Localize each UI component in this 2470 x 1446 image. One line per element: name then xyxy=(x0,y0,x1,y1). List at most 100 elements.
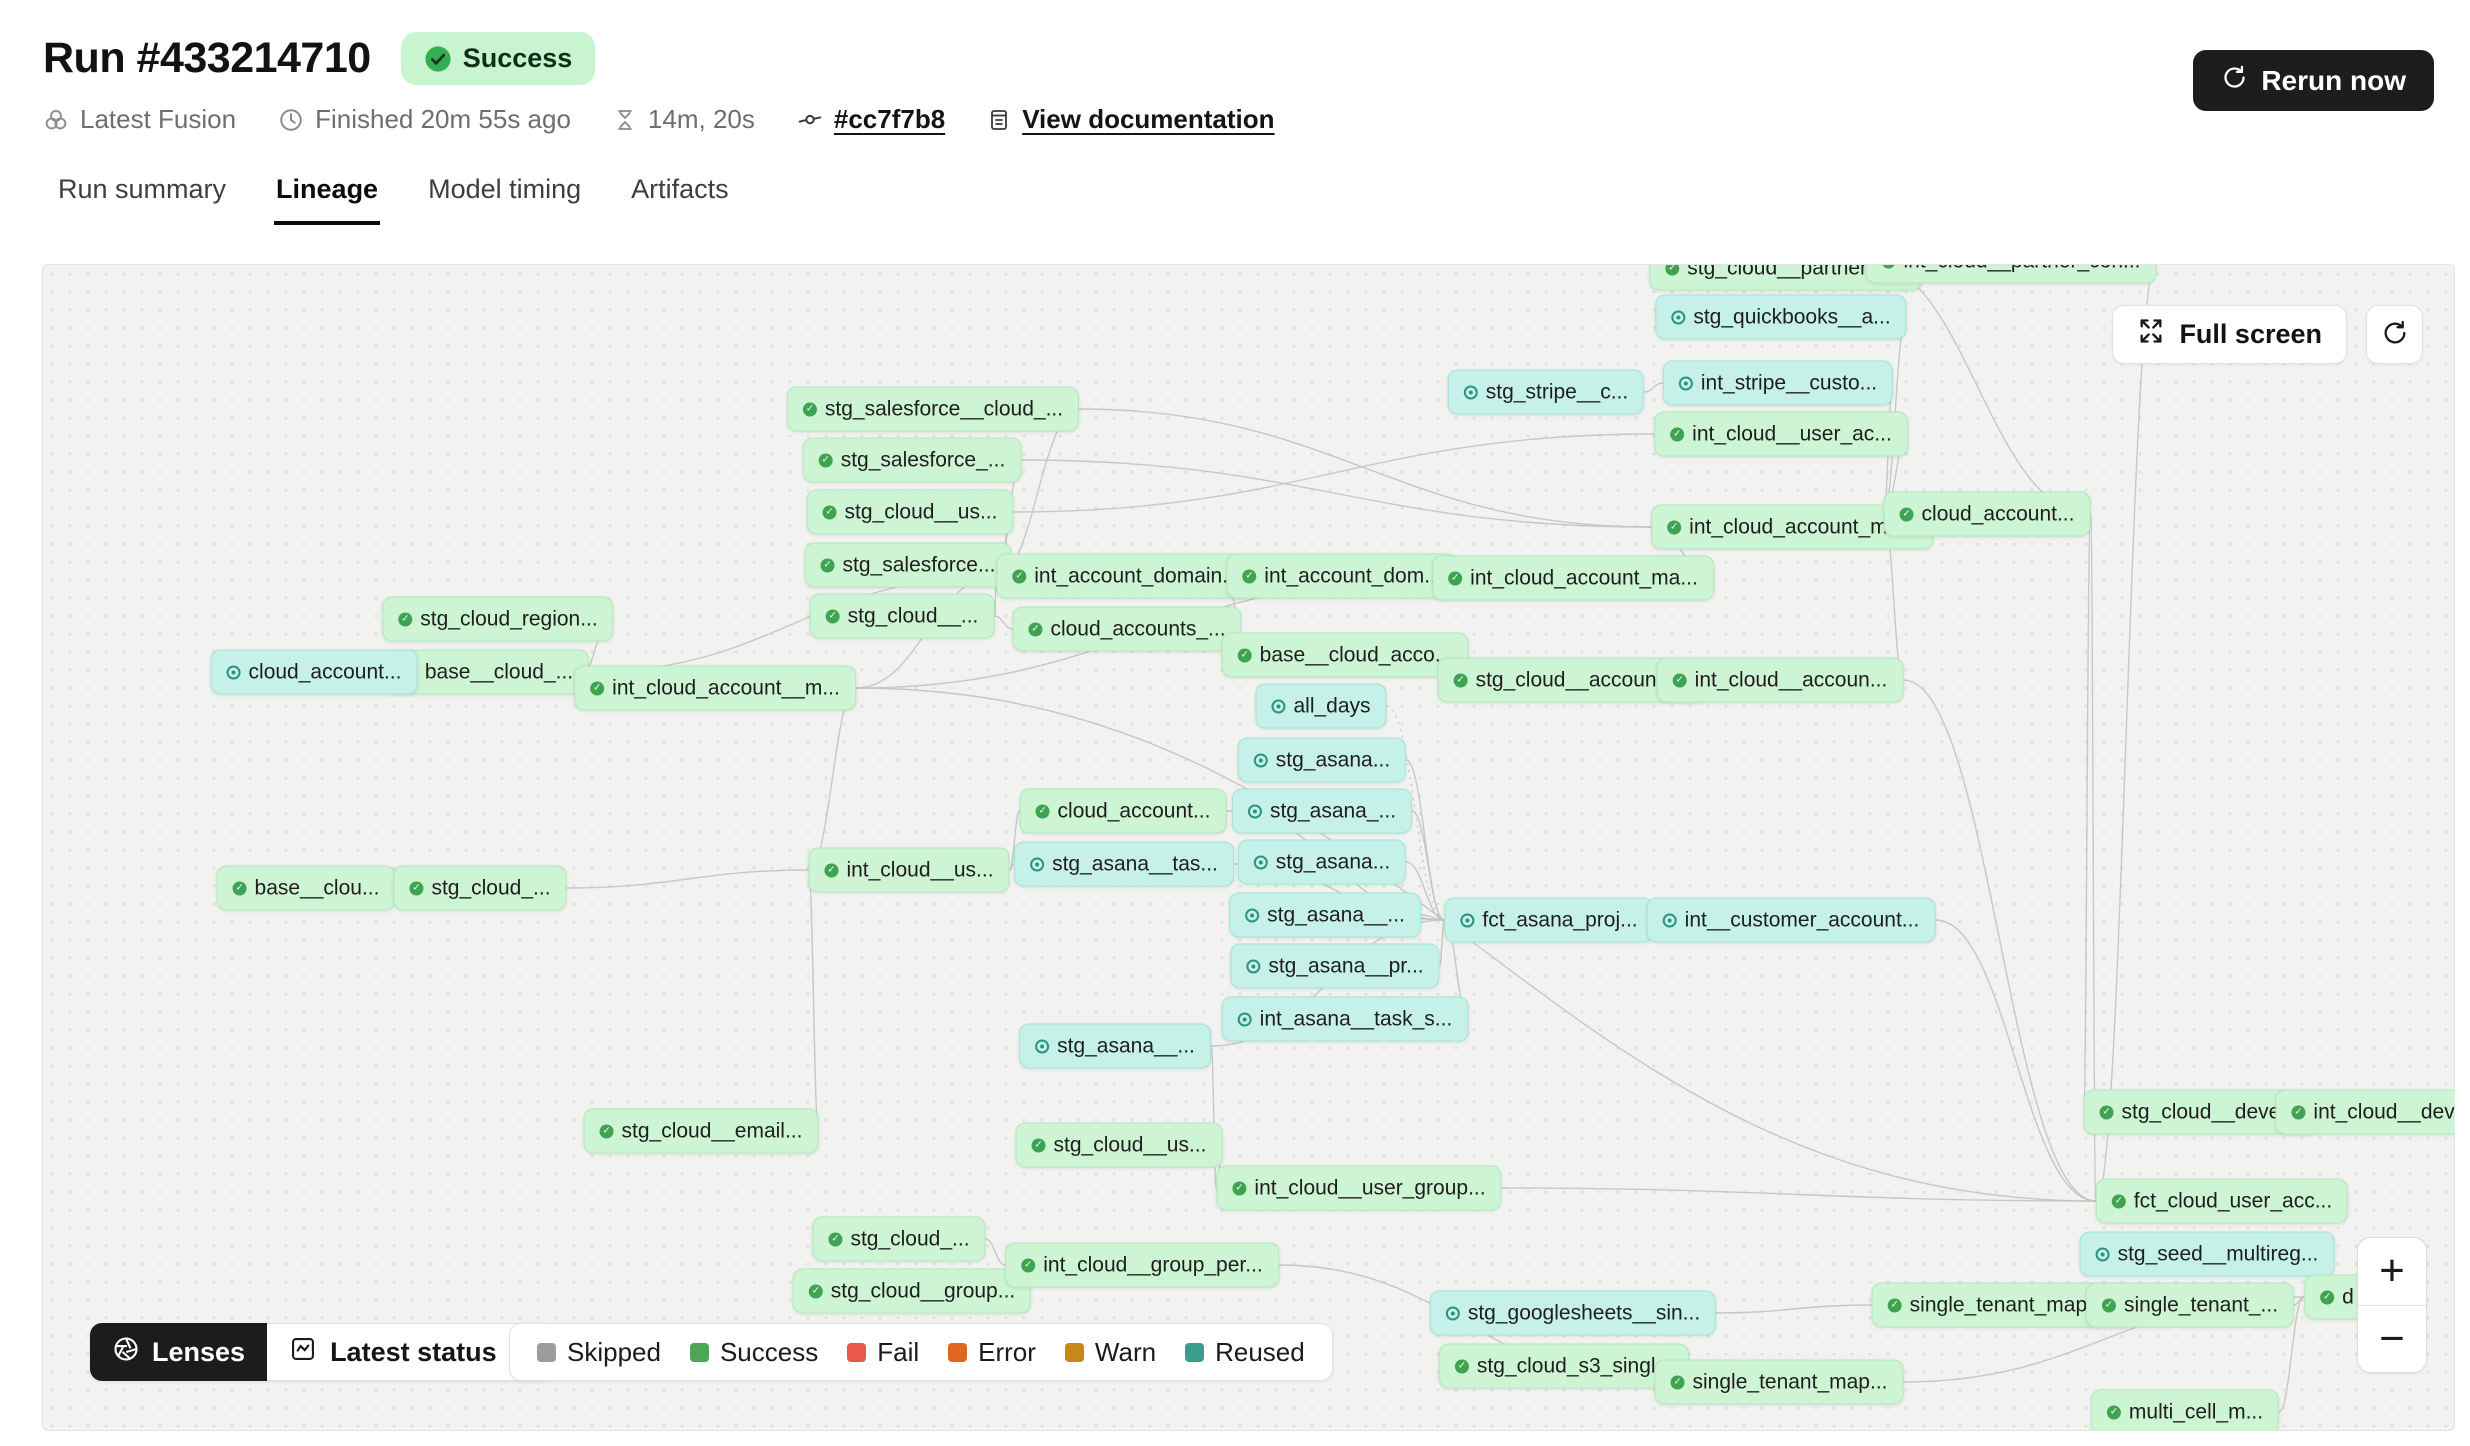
reused-status-icon xyxy=(1035,1039,1050,1053)
lenses-label: Lenses xyxy=(152,1336,246,1367)
graph-node[interactable]: fct_asana_proj... xyxy=(1444,897,1654,943)
graph-node[interactable]: base__cloud_acco... xyxy=(1221,632,1469,678)
lineage-graph[interactable]: stg_salesforce__cloud_... stg_salesforce_… xyxy=(42,264,2455,1431)
graph-node[interactable]: stg_asana_... xyxy=(1231,788,1413,834)
graph-node[interactable]: stg_asana... xyxy=(1237,839,1407,885)
success-status-icon xyxy=(824,863,839,877)
graph-node[interactable]: base__clou... xyxy=(216,865,396,911)
graph-node[interactable]: stg_cloud_s3_singl... xyxy=(1438,1343,1690,1389)
success-status-icon xyxy=(808,1284,823,1298)
graph-node[interactable]: int_cloud__devel... xyxy=(2275,1089,2454,1135)
rerun-now-button[interactable]: Rerun now xyxy=(2193,50,2434,111)
lineage-edge xyxy=(1438,919,1446,967)
graph-node[interactable]: int_account_dom... xyxy=(1226,553,1458,599)
graph-node[interactable]: int_cloud__us... xyxy=(808,847,1010,893)
graph-node[interactable]: stg_cloud_region... xyxy=(382,596,614,642)
graph-node[interactable]: single_tenant_map... xyxy=(1654,1359,1904,1405)
lenses-button[interactable]: Lenses xyxy=(90,1323,268,1381)
legend-label: Reused xyxy=(1215,1336,1305,1367)
graph-node[interactable]: int_asana__task_s... xyxy=(1221,996,1469,1042)
graph-node[interactable]: stg_asana__... xyxy=(1229,892,1421,938)
graph-node[interactable]: base__cloud_... xyxy=(386,649,590,695)
graph-node[interactable]: int_cloud__user_group... xyxy=(1216,1165,1502,1211)
zoom-out-button[interactable]: − xyxy=(2358,1304,2426,1372)
legend-item-fail: Fail xyxy=(847,1337,919,1368)
graph-node[interactable]: stg_salesforce_... xyxy=(802,437,1022,483)
graph-node[interactable]: int_cloud__partner_con... xyxy=(1865,265,2157,284)
success-status-icon xyxy=(1454,1359,1469,1373)
graph-node[interactable]: cloud_account... xyxy=(210,649,418,695)
success-status-icon xyxy=(802,402,817,416)
success-status-icon xyxy=(2111,1194,2126,1208)
graph-node[interactable]: stg_cloud__group... xyxy=(792,1268,1032,1314)
graph-node[interactable]: stg_salesforce... xyxy=(804,542,1012,588)
graph-node[interactable]: fct_cloud_user_acc... xyxy=(2095,1178,2349,1224)
full-screen-label: Full screen xyxy=(2179,319,2322,349)
graph-node[interactable]: int_account_domain... xyxy=(996,553,1256,599)
graph-node[interactable]: stg_quickbooks__a... xyxy=(1655,294,1907,340)
success-status-icon xyxy=(1670,427,1685,441)
graph-node[interactable]: int_stripe__custo... xyxy=(1662,360,1894,406)
node-label: int_cloud__partner_con... xyxy=(1904,265,2141,273)
meta-item-document[interactable]: View documentation xyxy=(987,104,1275,135)
node-label: stg_asana... xyxy=(1275,850,1391,873)
graph-node[interactable]: stg_asana__tas... xyxy=(1014,841,1234,887)
lens-status-selector[interactable]: Latest status xyxy=(267,1323,555,1381)
node-label: stg_cloud_s3_singl... xyxy=(1476,1354,1674,1377)
tab-bar: Run summary Lineage Model timing Artifacts xyxy=(56,160,731,225)
success-status-icon xyxy=(1672,673,1687,687)
status-badge: Success xyxy=(400,32,596,85)
commit-icon xyxy=(797,107,823,133)
success-status-icon xyxy=(828,1232,843,1246)
node-label: int_cloud_account_ma... xyxy=(1689,515,1917,538)
graph-node[interactable]: stg_cloud__email... xyxy=(583,1108,819,1154)
refresh-graph-button[interactable] xyxy=(2366,305,2423,364)
reused-status-icon xyxy=(2095,1247,2110,1261)
success-status-icon xyxy=(1012,569,1027,583)
tab-model-timing[interactable]: Model timing xyxy=(428,174,582,204)
graph-node[interactable]: stg_cloud__... xyxy=(809,593,995,639)
lineage-edge xyxy=(1935,919,2097,1202)
graph-node[interactable]: int_cloud__group_per... xyxy=(1005,1242,1279,1288)
graph-node[interactable]: stg_cloud__us... xyxy=(1015,1122,1223,1168)
node-label: int_account_domain... xyxy=(1034,564,1240,587)
graph-node[interactable]: stg_asana__... xyxy=(1019,1023,1211,1069)
success-status-icon xyxy=(2320,1290,2335,1304)
graph-node[interactable]: int_cloud_account_ma... xyxy=(1432,555,1714,601)
graph-node[interactable]: int_cloud__accoun... xyxy=(1656,657,1904,703)
status-badge-label: Success xyxy=(462,43,573,73)
zoom-in-button[interactable]: + xyxy=(2358,1238,2426,1305)
graph-node[interactable]: stg_stripe__c... xyxy=(1447,369,1645,415)
legend-swatch-warn xyxy=(1064,1342,1084,1362)
meta-item-clock: Finished 20m 55s ago xyxy=(278,104,571,135)
graph-node[interactable]: stg_cloud_... xyxy=(812,1216,986,1262)
graph-node[interactable]: stg_cloud_... xyxy=(393,865,567,911)
tab-run-summary[interactable]: Run summary xyxy=(58,174,227,204)
graph-node[interactable]: single_tenant_... xyxy=(2085,1282,2295,1328)
full-screen-button[interactable]: Full screen xyxy=(2112,305,2347,364)
node-label: stg_quickbooks__a... xyxy=(1693,305,1891,328)
graph-node[interactable]: stg_googlesheets__sin... xyxy=(1429,1290,1717,1336)
graph-node[interactable]: multi_cell_m... xyxy=(2090,1389,2280,1430)
node-label: stg_asana__... xyxy=(1267,903,1405,926)
graph-node[interactable]: cloud_account... xyxy=(1883,491,2091,537)
graph-node[interactable]: all_days xyxy=(1255,683,1387,729)
graph-node[interactable]: stg_asana__pr... xyxy=(1230,943,1440,989)
reused-status-icon xyxy=(1030,857,1045,871)
node-label: stg_salesforce_... xyxy=(840,448,1006,471)
graph-node[interactable]: stg_seed__multireg... xyxy=(2079,1231,2335,1277)
graph-node[interactable]: stg_asana... xyxy=(1237,737,1407,783)
tab-lineage[interactable]: Lineage xyxy=(274,160,381,225)
legend-label: Success xyxy=(719,1336,819,1367)
graph-node[interactable]: cloud_account... xyxy=(1019,788,1227,834)
tab-artifacts[interactable]: Artifacts xyxy=(631,174,729,204)
graph-node[interactable]: int_cloud_account__m... xyxy=(574,665,856,711)
meta-item-commit[interactable]: #cc7f7b8 xyxy=(797,104,945,135)
graph-node[interactable]: cloud_accounts_... xyxy=(1012,606,1242,652)
graph-node[interactable]: stg_salesforce__cloud_... xyxy=(786,386,1080,432)
graph-node[interactable]: int_cloud__user_ac... xyxy=(1654,411,1908,457)
graph-node[interactable]: int__customer_account... xyxy=(1646,897,1936,943)
graph-node[interactable]: stg_cloud__us... xyxy=(806,489,1014,535)
page-title: Run #433214710 xyxy=(43,34,371,82)
node-label: int_account_dom... xyxy=(1264,564,1442,587)
